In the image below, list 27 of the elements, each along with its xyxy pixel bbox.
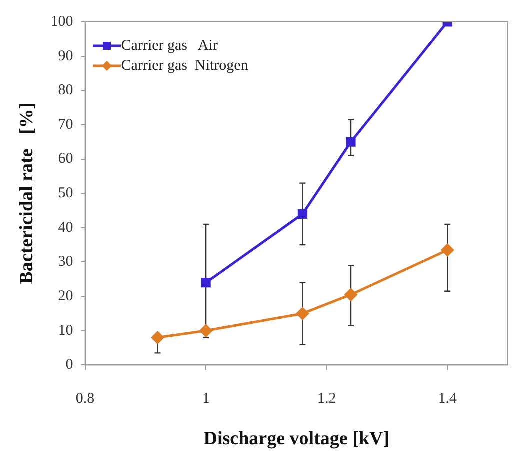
- legend-label: Carrier gas Air: [121, 37, 218, 56]
- y-tick-label: 30: [58, 254, 74, 270]
- y-tick-label: 100: [50, 14, 74, 30]
- point: [344, 288, 358, 302]
- x-tick-label: 1: [202, 391, 210, 408]
- y-tick-label: 10: [58, 322, 74, 339]
- point: [296, 307, 309, 320]
- point: [346, 137, 356, 147]
- y-tick-label: 20: [58, 288, 74, 304]
- point: [152, 331, 164, 344]
- y-tick-label: 40: [58, 220, 74, 236]
- y-tick-label: 0: [66, 357, 74, 374]
- point: [298, 209, 308, 219]
- y-tick-label: 50: [58, 186, 74, 202]
- point: [200, 324, 212, 338]
- y-tick-label: 80: [58, 82, 74, 99]
- y-axis-title: Bactericidal rate [%]: [16, 102, 38, 284]
- x-tick-label: 1.2: [317, 391, 336, 408]
- y-tick-label: 90: [58, 48, 74, 64]
- point: [201, 278, 211, 288]
- y-tick-label: 70: [58, 116, 74, 133]
- point: [441, 244, 454, 256]
- x-tick-label: 0.8: [76, 391, 95, 408]
- y-tick-label: 60: [58, 151, 74, 168]
- x-tick-label: 1.4: [438, 391, 458, 408]
- x-axis-title: Discharge voltage [kV]: [204, 428, 390, 450]
- legend-label: Carrier gas Nitrogen: [121, 57, 248, 76]
